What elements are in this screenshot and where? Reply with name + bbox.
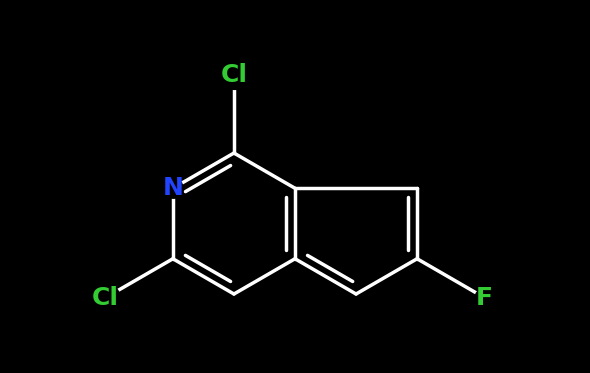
Text: F: F [476, 285, 493, 310]
Text: Cl: Cl [221, 63, 247, 88]
Text: Cl: Cl [92, 285, 119, 310]
Text: N: N [162, 176, 183, 200]
